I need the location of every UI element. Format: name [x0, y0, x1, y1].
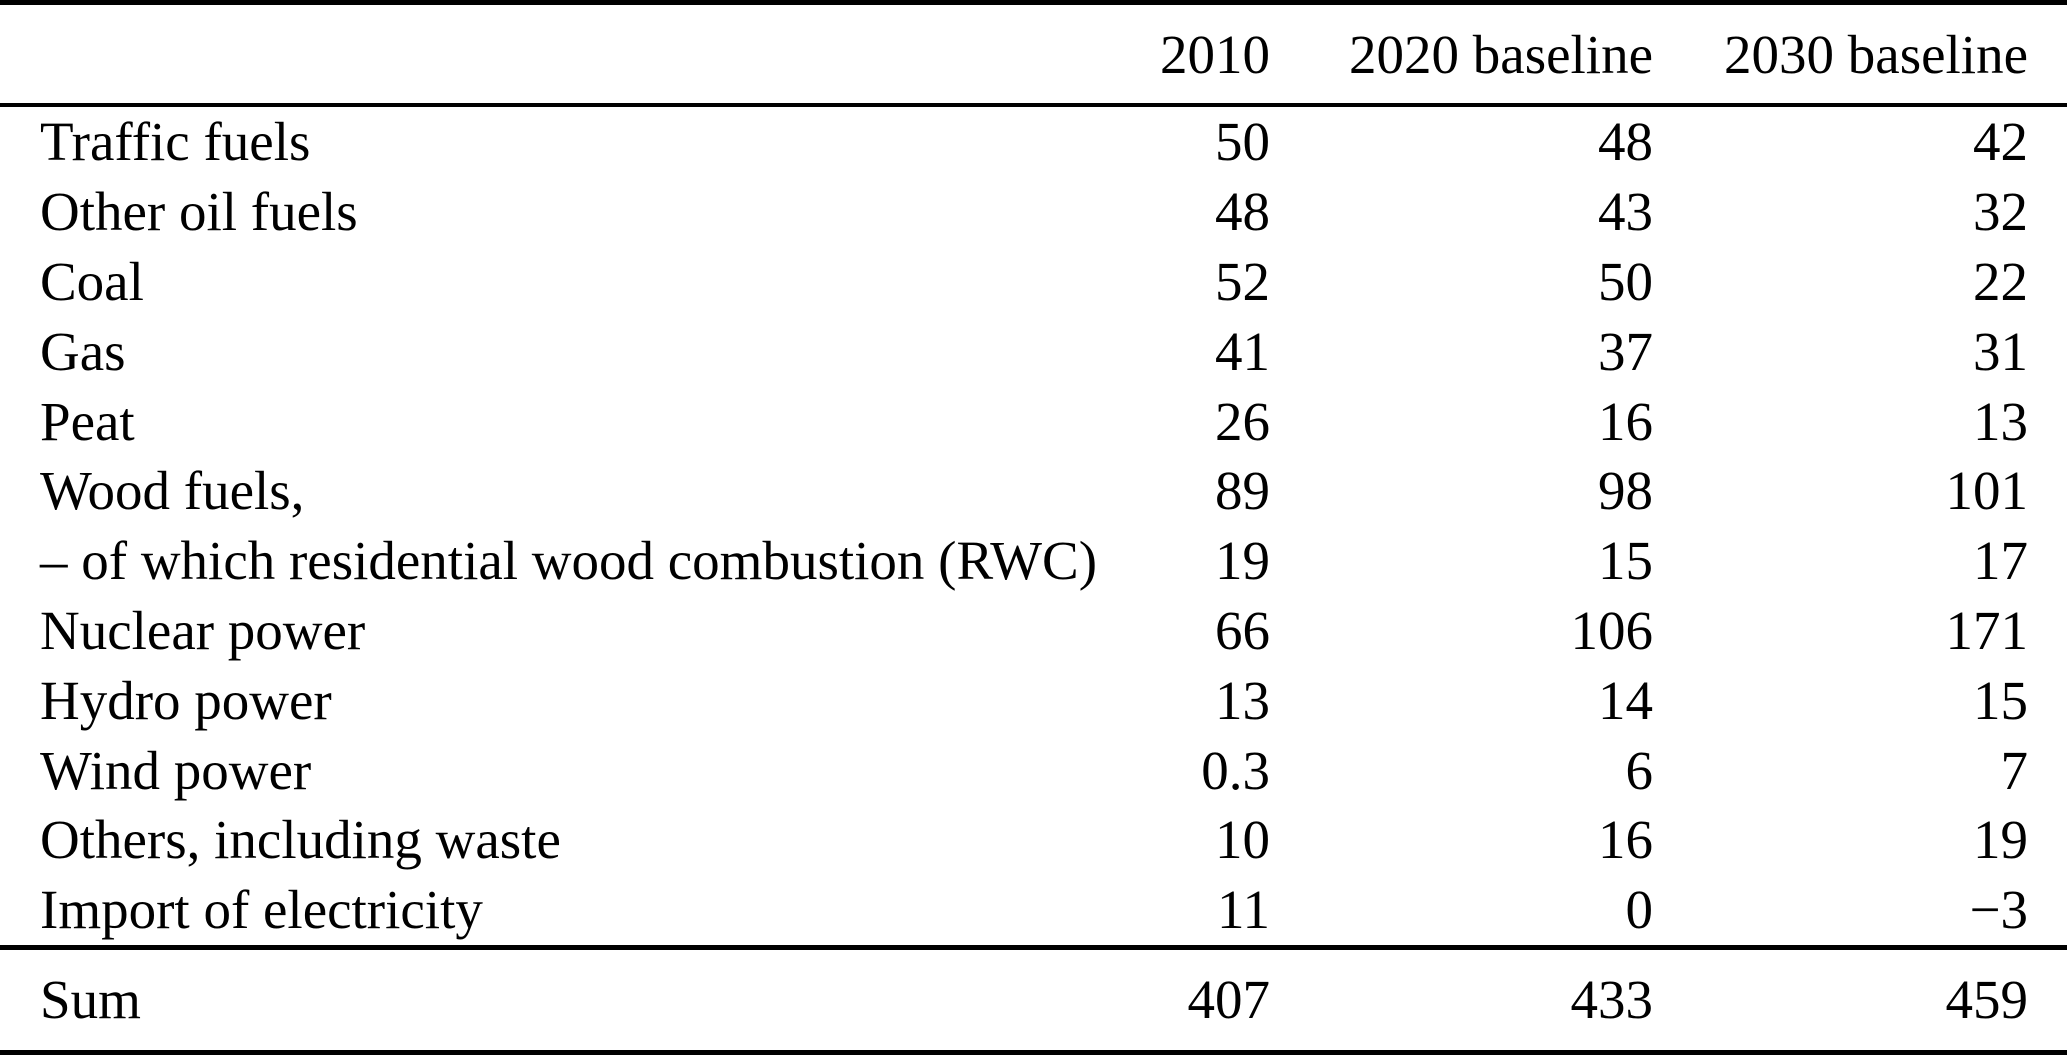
table-header-row: 2010 2020 baseline 2030 baseline [0, 3, 2067, 106]
column-header-empty [0, 3, 1090, 106]
cell-value: 32 [1973, 181, 2028, 243]
table-row-wind-power: Wind power 0.3 6 7 [0, 735, 2067, 805]
cell-value: 48 [1598, 111, 1653, 173]
sum-row-label: Sum [40, 969, 141, 1031]
cell-value: 17 [1973, 530, 2028, 592]
cell-value: 42 [1973, 111, 2028, 173]
table-row-coal: Coal 52 50 22 [0, 247, 2067, 317]
column-header-2030-baseline: 2030 baseline [1724, 23, 2028, 85]
row-label: – of which residential wood combustion (… [40, 530, 1098, 592]
cell-value: 48 [1215, 181, 1270, 243]
table-row-other-oil-fuels: Other oil fuels 48 43 32 [0, 177, 2067, 247]
cell-value: 66 [1215, 599, 1270, 661]
row-label: Coal [40, 250, 144, 312]
table-row-import-of-electricity: Import of electricity 11 0 −3 [0, 875, 2067, 947]
row-label: Wind power [40, 739, 312, 801]
cell-value: 7 [2000, 739, 2029, 801]
cell-value: 52 [1215, 250, 1270, 312]
table-row-sum: Sum 407 433 459 [0, 947, 2067, 1052]
cell-value: 106 [1570, 599, 1654, 661]
column-header-2020-baseline: 2020 baseline [1349, 23, 1653, 85]
cell-value: 89 [1215, 460, 1270, 522]
cell-value: 101 [1945, 460, 2029, 522]
sum-cell-value: 459 [1945, 969, 2029, 1031]
cell-value: 171 [1945, 599, 2029, 661]
row-label: Traffic fuels [40, 111, 311, 173]
cell-value: 0.3 [1201, 739, 1270, 801]
row-label: Nuclear power [40, 599, 366, 661]
cell-value: 13 [1215, 669, 1270, 731]
cell-value: 37 [1598, 320, 1653, 382]
cell-value: 10 [1215, 809, 1270, 871]
cell-value: 11 [1217, 879, 1270, 941]
row-label: Import of electricity [40, 879, 483, 941]
table-row-wood-fuels: Wood fuels, 89 98 101 [0, 456, 2067, 526]
cell-value: 16 [1598, 390, 1653, 452]
table-row-traffic-fuels: Traffic fuels 50 48 42 [0, 105, 2067, 177]
cell-value: 19 [1215, 530, 1270, 592]
cell-value: 6 [1625, 739, 1654, 801]
cell-value: 41 [1215, 320, 1270, 382]
cell-value: 14 [1598, 669, 1653, 731]
table-row-others-including-waste: Others, including waste 10 16 19 [0, 805, 2067, 875]
cell-value: 26 [1215, 390, 1270, 452]
cell-value: 98 [1598, 460, 1653, 522]
cell-value: 15 [1598, 530, 1653, 592]
cell-value: 50 [1215, 111, 1270, 173]
cell-value: −3 [1969, 879, 2028, 941]
table-row-nuclear-power: Nuclear power 66 106 171 [0, 596, 2067, 666]
cell-value: 22 [1973, 250, 2028, 312]
table-row-residential-wood-combustion: – of which residential wood combustion (… [0, 526, 2067, 596]
row-label: Others, including waste [40, 809, 561, 871]
sum-cell-value: 433 [1570, 969, 1654, 1031]
table-row-peat: Peat 26 16 13 [0, 386, 2067, 456]
row-label: Hydro power [40, 669, 332, 731]
cell-value: 15 [1973, 669, 2028, 731]
cell-value: 0 [1625, 879, 1654, 941]
column-header-2010: 2010 [1160, 23, 1270, 85]
row-label: Peat [40, 390, 135, 452]
row-label: Gas [40, 320, 126, 382]
table-row-hydro-power: Hydro power 13 14 15 [0, 665, 2067, 735]
row-label: Wood fuels, [40, 460, 305, 522]
cell-value: 19 [1973, 809, 2028, 871]
cell-value: 13 [1973, 390, 2028, 452]
cell-value: 16 [1598, 809, 1653, 871]
cell-value: 43 [1598, 181, 1653, 243]
row-label: Other oil fuels [40, 181, 358, 243]
table-row-gas: Gas 41 37 31 [0, 316, 2067, 386]
cell-value: 31 [1973, 320, 2028, 382]
sum-cell-value: 407 [1187, 969, 1271, 1031]
cell-value: 50 [1598, 250, 1653, 312]
